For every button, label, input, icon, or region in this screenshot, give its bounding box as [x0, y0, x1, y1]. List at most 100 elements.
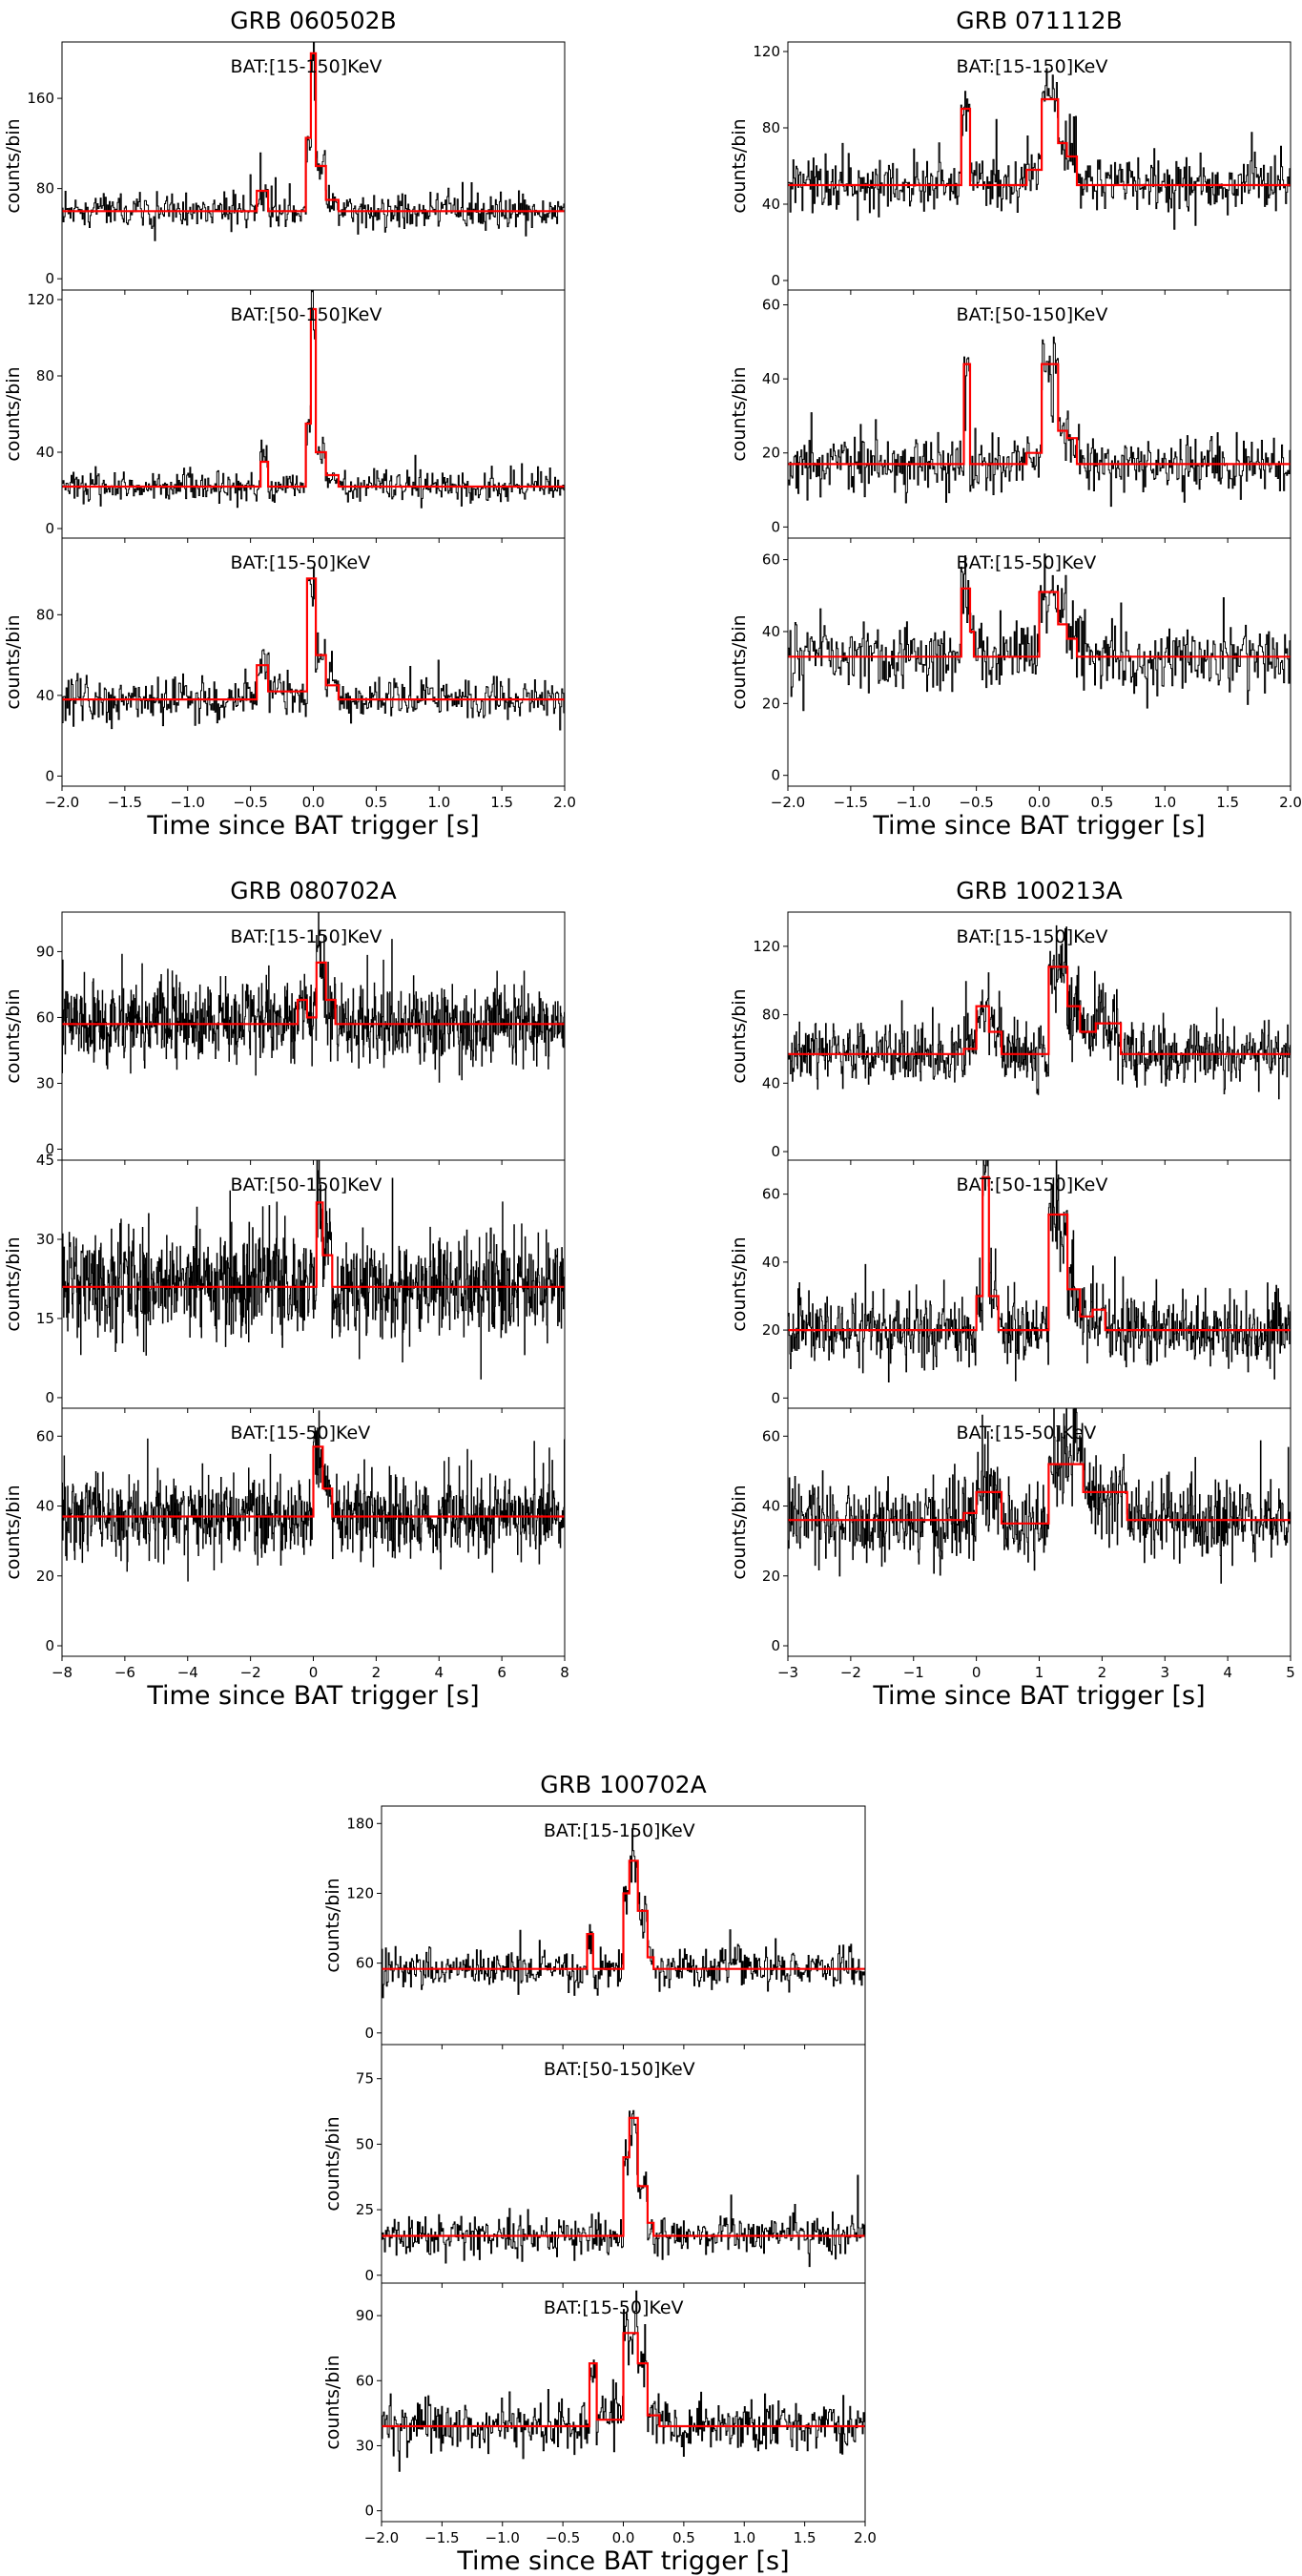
light-curve-data: [788, 336, 1291, 508]
x-tick-label: 2.0: [854, 2529, 877, 2546]
panel-3: BAT:[15-50]KeV 0 20 40 60 counts/bin: [729, 537, 1292, 791]
y-tick-label: 40: [762, 623, 780, 640]
x-tick-label: −2: [240, 1664, 261, 1681]
x-tick-label: 4: [1223, 1664, 1232, 1681]
block-model-line: [788, 1175, 1291, 1332]
x-axis-label: Time since BAT trigger [s]: [146, 1681, 479, 1711]
y-tick-label: 60: [762, 1186, 780, 1203]
x-tick-label: 1.5: [490, 794, 513, 811]
energy-band-label: BAT:[15-50]KeV: [544, 2297, 684, 2318]
y-axis-label: counts/bin: [3, 1485, 24, 1579]
y-axis-label: counts/bin: [729, 366, 750, 461]
x-tick-label: 1.5: [1216, 794, 1239, 811]
y-tick-label: 20: [762, 1568, 780, 1585]
chart-group-1: GRB 060502BBAT:[15-150]KeV080160counts/b…: [3, 7, 576, 841]
energy-band-label: BAT:[15-50]KeV: [957, 552, 1097, 573]
panel-3: BAT:[15-50]KeV 0 20 40 60 counts/bin: [729, 1407, 1292, 1661]
y-tick-label: 0: [45, 270, 54, 287]
block-model-line: [788, 966, 1291, 1055]
y-axis-label: counts/bin: [729, 988, 750, 1083]
panel-frame: [787, 289, 1292, 539]
x-tick-label: 4: [434, 1664, 444, 1681]
x-tick-label: 5: [1286, 1664, 1295, 1681]
y-tick-label: 40: [36, 444, 54, 461]
panel-1: BAT:[15-150]KeV 0 40 80 120 counts/bin: [729, 911, 1292, 1165]
energy-band-label: BAT:[50-150]KeV: [231, 1174, 382, 1195]
y-tick-label: 20: [762, 1321, 780, 1339]
panel-2: BAT:[50-150]KeV 0 20 40 60 counts/bin: [729, 289, 1292, 543]
panel-2: BAT:[50-150]KeV 0 20 40 60 counts/bin: [729, 1159, 1292, 1413]
x-tick-label: −2.0: [771, 794, 805, 811]
x-tick-label: 0.5: [364, 794, 387, 811]
y-tick-label: 0: [771, 1143, 780, 1160]
x-tick-label: −1.0: [171, 794, 205, 811]
x-tick-label: −2: [840, 1664, 861, 1681]
x-tick-label: −2.0: [364, 2529, 399, 2546]
y-tick-label: 120: [753, 43, 780, 60]
y-tick-label: 60: [356, 2372, 374, 2389]
y-tick-label: 0: [771, 518, 780, 535]
x-tick-label: 8: [560, 1664, 569, 1681]
y-axis-label: counts/bin: [322, 2355, 343, 2449]
x-tick-label: −0.5: [546, 2529, 580, 2546]
block-model-line: [788, 1463, 1291, 1525]
y-tick-label: 40: [762, 196, 780, 213]
y-tick-label: 30: [36, 1231, 54, 1248]
panel-3: BAT:[15-50]KeV 0 30 60 90 counts/bin: [322, 2282, 866, 2526]
energy-band-label: BAT:[15-150]KeV: [544, 1820, 695, 1841]
x-tick-label: −0.5: [959, 794, 993, 811]
light-curve-data: [62, 290, 565, 509]
x-tick-label: 0.5: [672, 2529, 695, 2546]
chart-group-4: GRB 100213ABAT:[15-150]KeV04080120counts…: [729, 877, 1295, 1711]
panel-3: BAT:[15-50]KeV 0 40 80 counts/bin: [3, 537, 566, 791]
block-model-line: [62, 1445, 565, 1518]
y-tick-label: 60: [762, 297, 780, 314]
y-tick-label: 120: [27, 291, 54, 308]
panel-3: BAT:[15-50]KeV 0 20 40 60 counts/bin: [3, 1407, 566, 1661]
y-tick-label: 60: [356, 1955, 374, 1972]
x-axis-label: Time since BAT trigger [s]: [872, 1681, 1205, 1711]
y-axis-label: counts/bin: [729, 1485, 750, 1579]
y-tick-label: 40: [762, 1254, 780, 1271]
energy-band-label: BAT:[50-150]KeV: [544, 2059, 695, 2080]
y-tick-label: 20: [762, 445, 780, 462]
x-tick-label: 0.0: [1028, 794, 1051, 811]
x-tick-label: −1.5: [834, 794, 868, 811]
y-tick-label: 0: [45, 1389, 54, 1406]
panel-frame: [61, 41, 566, 291]
y-tick-label: 40: [36, 687, 54, 704]
y-tick-label: 90: [36, 943, 54, 960]
y-tick-label: 0: [364, 2025, 374, 2042]
light-curve-data: [788, 68, 1291, 230]
y-tick-label: 180: [346, 1815, 374, 1832]
x-tick-label: 0.0: [302, 794, 325, 811]
y-axis-label: counts/bin: [322, 2116, 343, 2211]
block-model-line: [62, 961, 565, 1026]
x-tick-label: 1.0: [733, 2529, 755, 2546]
y-tick-label: 60: [762, 551, 780, 569]
energy-band-label: BAT:[15-150]KeV: [957, 926, 1108, 947]
block-model-line: [382, 1859, 865, 1970]
light-curve-data: [788, 1408, 1291, 1584]
energy-band-label: BAT:[50-150]KeV: [231, 304, 382, 325]
x-tick-label: −8: [52, 1664, 72, 1681]
y-tick-label: 0: [364, 2503, 374, 2520]
y-tick-label: 0: [45, 520, 54, 537]
energy-band-label: BAT:[50-150]KeV: [957, 304, 1108, 325]
y-tick-label: 40: [762, 1498, 780, 1515]
block-model-line: [382, 2116, 865, 2237]
x-tick-label: 0: [972, 1664, 982, 1681]
y-tick-label: 80: [762, 119, 780, 136]
y-tick-label: 60: [36, 1427, 54, 1444]
block-model-line: [382, 2332, 865, 2428]
y-tick-label: 160: [27, 90, 54, 107]
x-tick-label: 1.0: [1153, 794, 1176, 811]
energy-band-label: BAT:[15-150]KeV: [231, 926, 382, 947]
y-tick-label: 60: [762, 1427, 780, 1444]
y-tick-label: 50: [356, 2135, 374, 2152]
chart-title: GRB 060502B: [230, 7, 396, 34]
y-tick-label: 0: [45, 767, 54, 784]
y-axis-label: counts/bin: [3, 1236, 24, 1331]
x-tick-label: −1: [903, 1664, 924, 1681]
